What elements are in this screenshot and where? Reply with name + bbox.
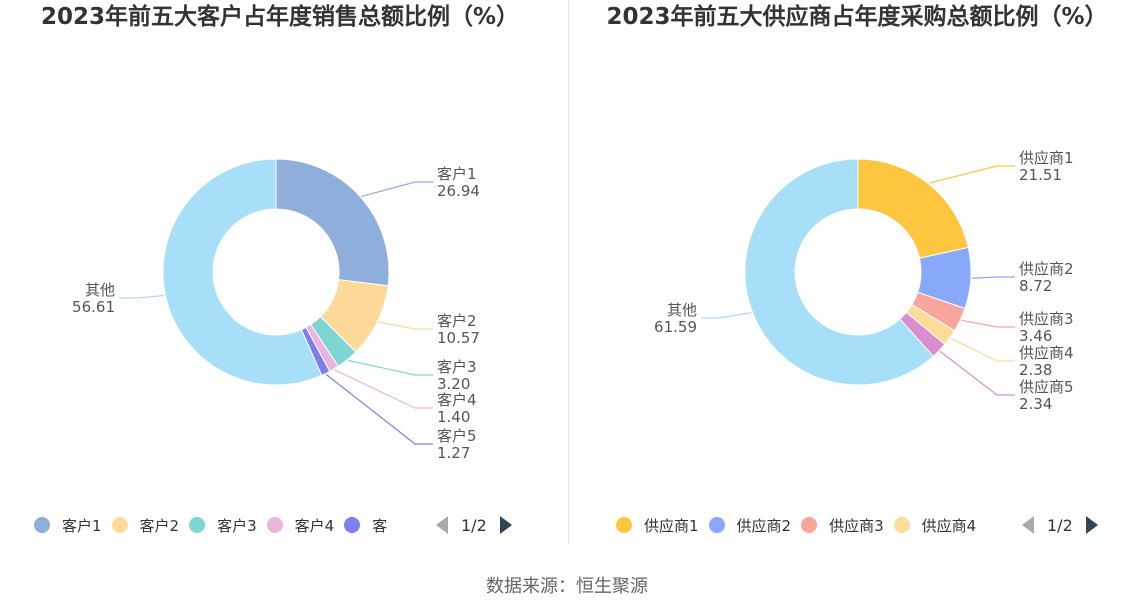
leader-line bbox=[378, 321, 433, 330]
legend-label: 客户4 bbox=[294, 516, 335, 535]
legend-color-dot-icon bbox=[111, 517, 128, 533]
slice-name-label: 客户5 bbox=[437, 427, 477, 445]
legend-item[interactable]: 客户2 bbox=[111, 515, 180, 536]
legend-label: 供应商1 bbox=[644, 516, 699, 535]
slice-value-label: 2.34 bbox=[1019, 395, 1052, 413]
leader-line bbox=[334, 369, 433, 409]
donut-slice-1[interactable] bbox=[857, 158, 969, 259]
leader-line bbox=[939, 350, 1015, 396]
slice-value-label: 1.27 bbox=[437, 444, 470, 462]
donut-slice-1[interactable] bbox=[275, 158, 390, 287]
legend-color-dot-icon bbox=[266, 517, 283, 533]
leader-line bbox=[961, 319, 1015, 328]
slice-value-label: 61.59 bbox=[654, 318, 697, 336]
slice-name-label: 客户1 bbox=[437, 165, 477, 183]
data-source-note: 数据来源：恒生聚源 bbox=[486, 576, 648, 597]
slice-value-label: 2.38 bbox=[1019, 361, 1052, 379]
chart-legend: 供应商1 供应商2 供应商3 供应商4 1/2 bbox=[616, 512, 1098, 538]
legend-pager: 1/2 bbox=[436, 516, 512, 535]
slice-name-label: 供应商2 bbox=[1019, 260, 1074, 278]
legend-label: 客户1 bbox=[62, 516, 102, 535]
slice-name-label: 供应商5 bbox=[1019, 378, 1074, 396]
legend-prev-page-icon[interactable] bbox=[1022, 516, 1034, 534]
chart-title: 2023年前五大客户占年度销售总额比例（%） bbox=[40, 4, 520, 30]
legend-color-dot-icon bbox=[801, 517, 818, 533]
legend-label: 供应商3 bbox=[829, 516, 884, 535]
legend-label: 客户3 bbox=[217, 516, 257, 535]
legend-items: 供应商1 供应商2 供应商3 供应商4 bbox=[616, 515, 1018, 536]
legend-color-dot-icon bbox=[893, 517, 910, 533]
customer-chart-panel: 2023年前五大客户占年度销售总额比例（%） 客户1 26.94 客户2 10.57 客… bbox=[0, 0, 567, 545]
leader-line bbox=[950, 337, 1015, 362]
legend-item[interactable]: 客 bbox=[344, 515, 387, 536]
slice-name-label: 供应商4 bbox=[1019, 344, 1074, 362]
legend-items: 客户1 客户2 客户3 客户4 客 bbox=[34, 515, 432, 536]
slice-name-label: 客户4 bbox=[437, 391, 477, 409]
supplier-chart-panel: 2023年前五大供应商占年度采购总额比例（%） 供应商1 21.51 供应商2 8.7… bbox=[567, 0, 1134, 545]
legend-color-dot-icon bbox=[189, 517, 206, 533]
legend-item[interactable]: 供应商1 bbox=[616, 515, 699, 536]
legend-item[interactable]: 供应商4 bbox=[893, 515, 977, 536]
panel-divider bbox=[568, 0, 569, 545]
legend-color-dot-icon bbox=[616, 517, 632, 533]
legend-item[interactable]: 客户1 bbox=[34, 515, 102, 536]
leader-line bbox=[361, 181, 433, 198]
legend-color-dot-icon bbox=[34, 517, 50, 533]
legend-label: 供应商4 bbox=[921, 516, 977, 535]
slice-value-label: 10.57 bbox=[437, 329, 480, 347]
slice-name-label: 客户3 bbox=[437, 358, 477, 376]
slice-value-label: 56.61 bbox=[72, 298, 115, 316]
slice-value-label: 21.51 bbox=[1019, 166, 1062, 184]
legend-color-dot-icon bbox=[708, 517, 725, 533]
slice-name-label: 客户2 bbox=[437, 312, 477, 330]
legend-prev-page-icon[interactable] bbox=[436, 516, 448, 534]
donut-slice-6[interactable] bbox=[162, 158, 323, 386]
donut-slice-6[interactable] bbox=[744, 158, 934, 386]
slice-value-label: 3.46 bbox=[1019, 327, 1052, 345]
legend-pager: 1/2 bbox=[1022, 516, 1098, 535]
legend-color-dot-icon bbox=[344, 517, 361, 533]
chart-legend: 客户1 客户2 客户3 客户4 客 1/2 bbox=[34, 512, 512, 538]
legend-item[interactable]: 客户3 bbox=[189, 515, 257, 536]
slice-name-label: 其他 bbox=[667, 301, 697, 319]
slice-name-label: 其他 bbox=[85, 281, 115, 299]
leader-line bbox=[929, 165, 1015, 184]
leader-line bbox=[347, 359, 433, 376]
slice-value-label: 8.72 bbox=[1019, 277, 1052, 295]
leader-line bbox=[701, 312, 752, 319]
legend-next-page-icon[interactable] bbox=[499, 516, 512, 534]
slice-value-label: 1.40 bbox=[437, 408, 470, 426]
legend-item[interactable]: 供应商3 bbox=[801, 515, 884, 536]
legend-item[interactable]: 客户4 bbox=[266, 515, 335, 536]
slice-value-label: 26.94 bbox=[437, 182, 480, 200]
slice-name-label: 供应商3 bbox=[1019, 310, 1074, 328]
leader-line bbox=[971, 276, 1015, 279]
leader-line bbox=[325, 373, 433, 445]
legend-item[interactable]: 供应商2 bbox=[708, 515, 792, 536]
legend-page-indicator: 1/2 bbox=[1047, 515, 1073, 535]
leader-line bbox=[119, 294, 165, 299]
chart-title: 2023年前五大供应商占年度采购总额比例（%） bbox=[606, 4, 1108, 30]
slice-value-label: 3.20 bbox=[437, 375, 470, 393]
legend-label: 客户2 bbox=[139, 516, 180, 535]
slice-name-label: 供应商1 bbox=[1019, 149, 1074, 167]
legend-label: 供应商2 bbox=[736, 516, 792, 535]
legend-next-page-icon[interactable] bbox=[1085, 516, 1098, 534]
legend-label: 客 bbox=[372, 516, 388, 535]
legend-page-indicator: 1/2 bbox=[461, 515, 487, 535]
